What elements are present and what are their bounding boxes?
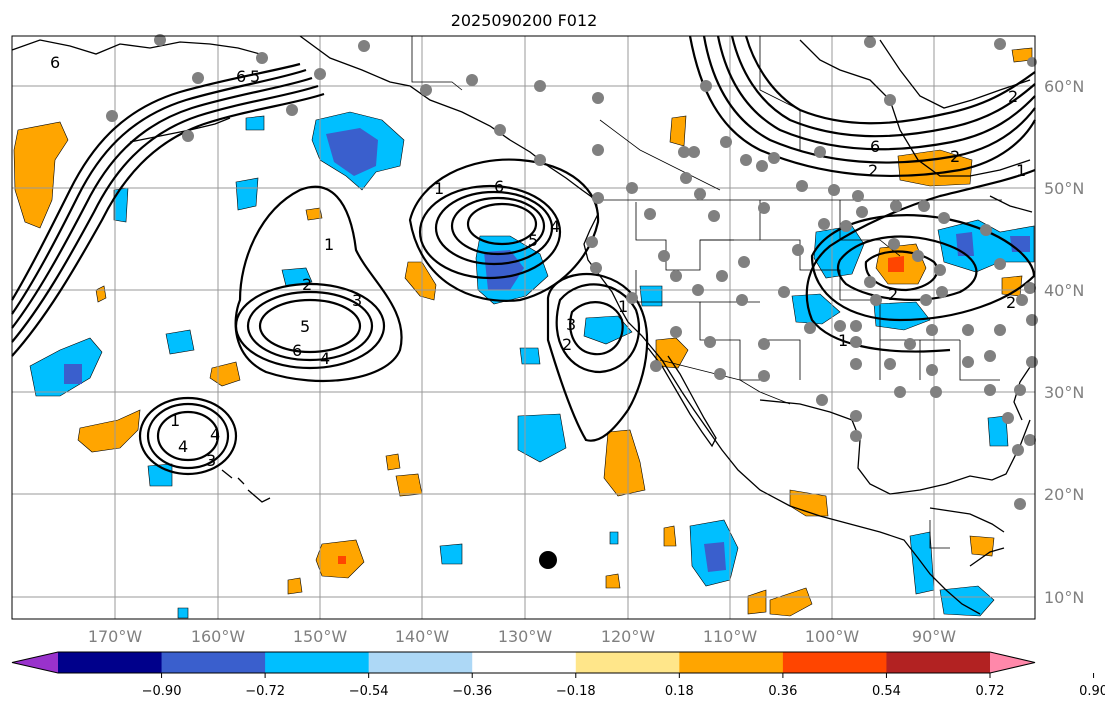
colorbar-tick-label: −0.36	[452, 684, 492, 699]
svg-text:1: 1	[838, 331, 848, 350]
colorbar-tick-label: 0.72	[976, 684, 1005, 699]
svg-text:1: 1	[324, 235, 334, 254]
svg-text:120°W: 120°W	[601, 627, 656, 646]
colorbar-tick-label: −0.72	[245, 684, 285, 699]
station-markers	[106, 34, 1038, 510]
colorbar-tick-label: −0.54	[349, 684, 389, 699]
svg-text:6: 6	[870, 137, 880, 156]
svg-text:110°W: 110°W	[703, 627, 758, 646]
political-borders	[411, 36, 1002, 549]
map-panel: 6 6 5 5 3 6 4 2 1 1 6 5 4 3 2 1 1 4 4 3 …	[11, 34, 1038, 620]
svg-text:50°N: 50°N	[1044, 179, 1084, 198]
svg-text:3: 3	[566, 315, 576, 334]
svg-text:3: 3	[206, 451, 216, 470]
svg-text:170°W: 170°W	[88, 627, 143, 646]
svg-text:6: 6	[494, 177, 504, 196]
colorbar-segment	[472, 652, 577, 673]
longitude-labels: 170°W 160°W 150°W 140°W 130°W 120°W 110°…	[88, 627, 956, 646]
colorbar-tick-label: −0.90	[142, 684, 182, 699]
colorbar-segment	[265, 652, 370, 673]
svg-text:1: 1	[1016, 161, 1026, 180]
svg-text:2: 2	[562, 335, 572, 354]
colorbar-tick-label: 0.18	[665, 684, 694, 699]
negative-anomaly-shading	[29, 111, 1035, 619]
svg-text:150°W: 150°W	[293, 627, 348, 646]
svg-text:4: 4	[210, 425, 220, 444]
svg-text:1: 1	[434, 179, 444, 198]
svg-text:140°W: 140°W	[395, 627, 450, 646]
svg-text:5: 5	[300, 317, 310, 336]
colorbar-tick-label: 0.36	[768, 684, 797, 699]
svg-text:2: 2	[1008, 87, 1018, 106]
svg-text:1: 1	[170, 411, 180, 430]
svg-text:4: 4	[320, 349, 330, 368]
svg-text:2: 2	[950, 147, 960, 166]
colorbar-segment	[575, 652, 680, 673]
svg-text:1: 1	[618, 297, 628, 316]
svg-text:2: 2	[302, 275, 312, 294]
colorbar-extend-low	[12, 652, 58, 673]
latitude-labels: 60°N 50°N 40°N 30°N 20°N 10°N	[1044, 77, 1084, 607]
colorbar-segment	[886, 652, 991, 673]
colorbar-segment	[368, 652, 473, 673]
svg-text:20°N: 20°N	[1044, 485, 1084, 504]
contour-labels: 6 6 5 5 3 6 4 2 1 1 6 5 4 3 2 1 1 4 4 3 …	[50, 53, 1026, 470]
colorbar-segment	[782, 652, 887, 673]
svg-text:30°N: 30°N	[1044, 383, 1084, 402]
svg-text:4: 4	[178, 437, 188, 456]
svg-text:6: 6	[50, 53, 60, 72]
graticule	[12, 36, 1035, 619]
svg-text:2: 2	[888, 285, 898, 304]
figure-title: 2025090200 F012	[451, 11, 598, 30]
svg-text:160°W: 160°W	[191, 627, 246, 646]
colorbar-tick-label: −0.18	[556, 684, 596, 699]
svg-text:6: 6	[236, 67, 246, 86]
contour-lines	[11, 35, 1036, 476]
colorbar-segment	[161, 652, 266, 673]
svg-text:130°W: 130°W	[498, 627, 553, 646]
svg-text:60°N: 60°N	[1044, 77, 1084, 96]
colorbar-tick-label: 0.54	[872, 684, 901, 699]
colorbar-segment	[58, 652, 163, 673]
svg-text:100°W: 100°W	[805, 627, 860, 646]
colorbar: −0.90 −0.72 −0.54 −0.36 −0.18 0.18 0.36 0.54 0.7…	[11, 651, 1105, 699]
colorbar-extend-high	[990, 652, 1035, 673]
svg-text:4: 4	[550, 217, 560, 236]
colorbar-outline	[11, 651, 1036, 674]
svg-text:5: 5	[528, 231, 538, 250]
svg-text:2: 2	[1006, 293, 1016, 312]
colorbar-segment	[679, 652, 784, 673]
svg-text:90°W: 90°W	[912, 627, 956, 646]
svg-text:3: 3	[352, 291, 362, 310]
svg-text:10°N: 10°N	[1044, 588, 1084, 607]
black-point-marker	[539, 551, 557, 569]
svg-text:40°N: 40°N	[1044, 281, 1084, 300]
svg-text:5: 5	[250, 67, 260, 86]
svg-text:2: 2	[868, 161, 878, 180]
colorbar-tick-label: 0.90	[1079, 684, 1105, 699]
svg-text:6: 6	[292, 341, 302, 360]
